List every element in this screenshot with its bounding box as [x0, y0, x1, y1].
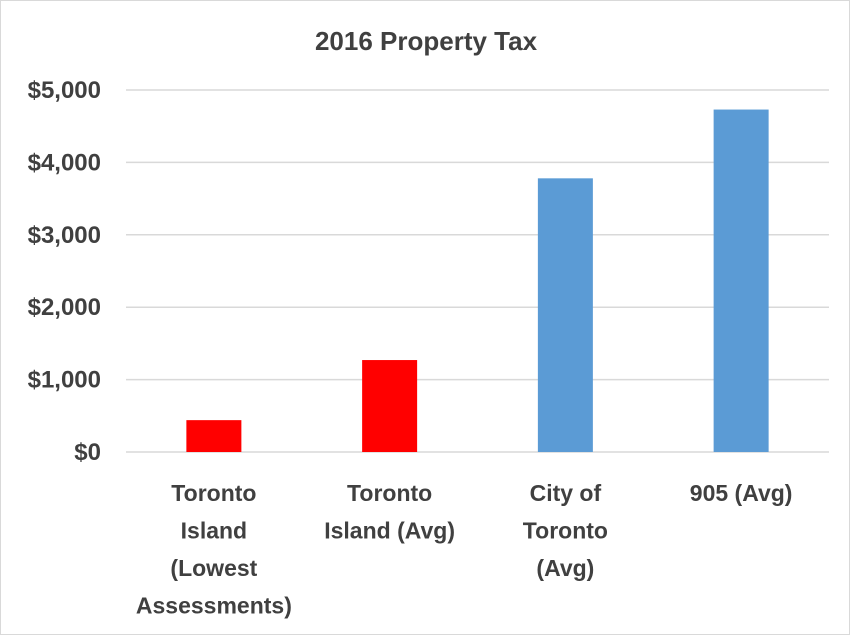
x-category-label: Toronto Island (Avg): [324, 480, 455, 544]
bar: [362, 360, 418, 452]
gridlines: [126, 89, 829, 453]
bars: [186, 109, 769, 452]
chart-title: 2016 Property Tax: [315, 26, 538, 56]
x-category-label: Toronto Island (Lowest Assessments): [136, 480, 292, 619]
y-tick-label: $1,000: [28, 367, 101, 394]
bar: [713, 109, 769, 452]
bar: [186, 420, 242, 452]
bar: [537, 178, 593, 452]
x-category-label: 905 (Avg): [690, 480, 793, 506]
y-tick-label: $2,000: [28, 294, 101, 321]
x-axis-category-labels: Toronto Island (Lowest Assessments) Toronto I…: [136, 480, 793, 619]
y-axis-tick-labels: $0 $1,000 $2,000 $3,000 $4,000 $5,000: [28, 77, 101, 466]
y-tick-label: $0: [74, 439, 101, 466]
y-tick-label: $3,000: [28, 222, 101, 249]
y-tick-label: $4,000: [28, 149, 101, 176]
y-tick-label: $5,000: [28, 77, 101, 104]
x-category-label: City of Toronto (Avg): [523, 480, 608, 581]
